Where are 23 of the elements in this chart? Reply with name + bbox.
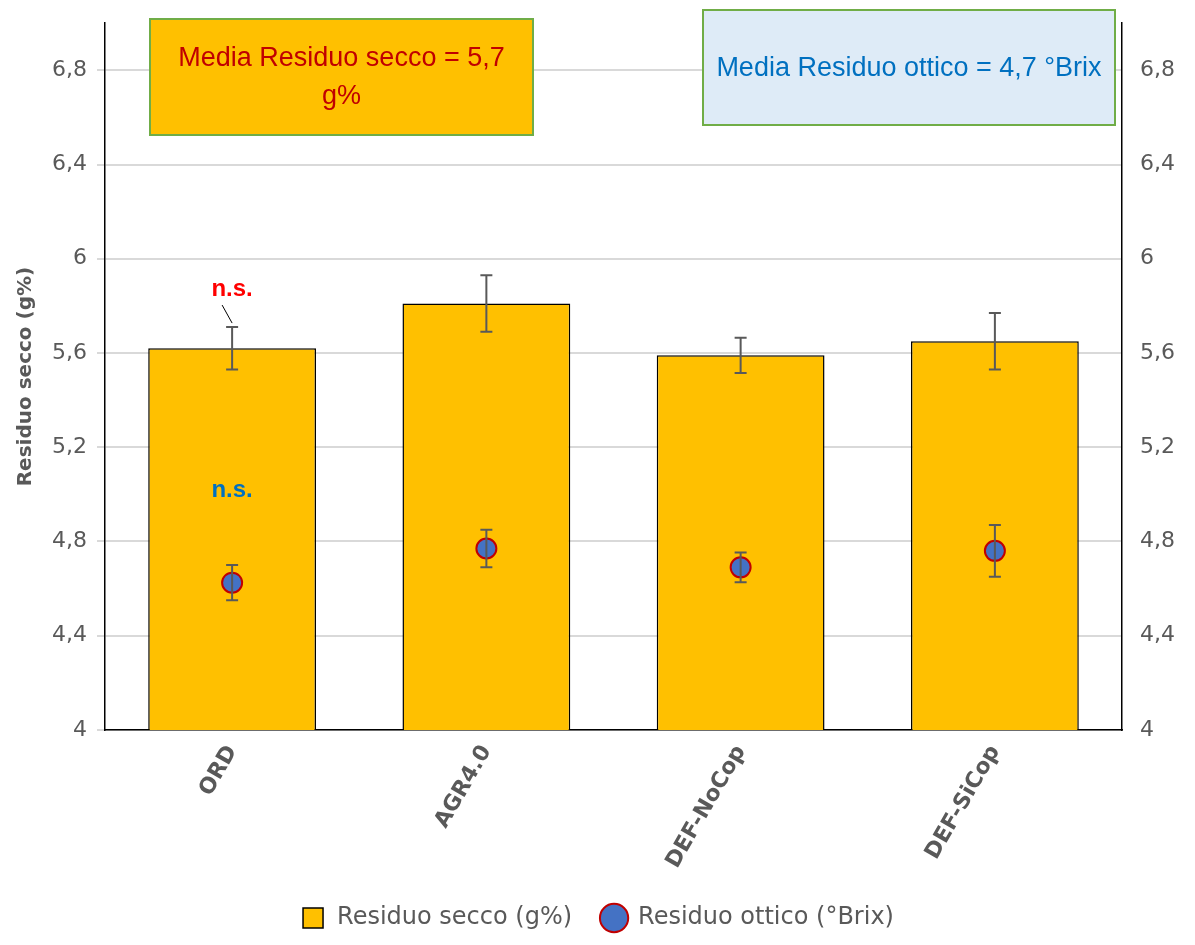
y2-tick-label: 5,2	[1140, 432, 1176, 458]
text-box: Media Residuo ottico = 4,7 °Brix	[702, 9, 1116, 126]
y-tick-label: 5,2	[51, 432, 87, 458]
y-tick-label: 4,4	[51, 621, 87, 647]
y2-tick-label: 4,8	[1140, 527, 1176, 553]
y-tick-label: 6,8	[51, 56, 87, 82]
y-tick-label: 6	[72, 244, 87, 270]
y-tick-label: 4	[72, 715, 87, 741]
y-axis-title: Residuo secco (g%)	[12, 266, 37, 487]
y2-tick-label: 6,4	[1140, 150, 1176, 176]
y-tick-label: 4,8	[51, 527, 87, 553]
y2-tick-label: 6,8	[1140, 56, 1176, 82]
annotation: n.s.	[211, 474, 253, 502]
legend-label: Residuo secco (g%)	[337, 902, 573, 931]
legend-label: Residuo ottico (°Brix)	[638, 902, 894, 931]
y2-tick-label: 6	[1140, 244, 1155, 270]
y-tick-label: 6,4	[51, 150, 87, 176]
y2-tick-label: 4,4	[1140, 621, 1176, 647]
annotation: n.s.	[211, 273, 253, 301]
text-box: Media Residuo secco = 5,7 g%	[149, 18, 534, 136]
y2-tick-label: 4	[1140, 715, 1155, 741]
y-tick-label: 5,6	[51, 338, 87, 364]
y2-tick-label: 5,6	[1140, 338, 1176, 364]
